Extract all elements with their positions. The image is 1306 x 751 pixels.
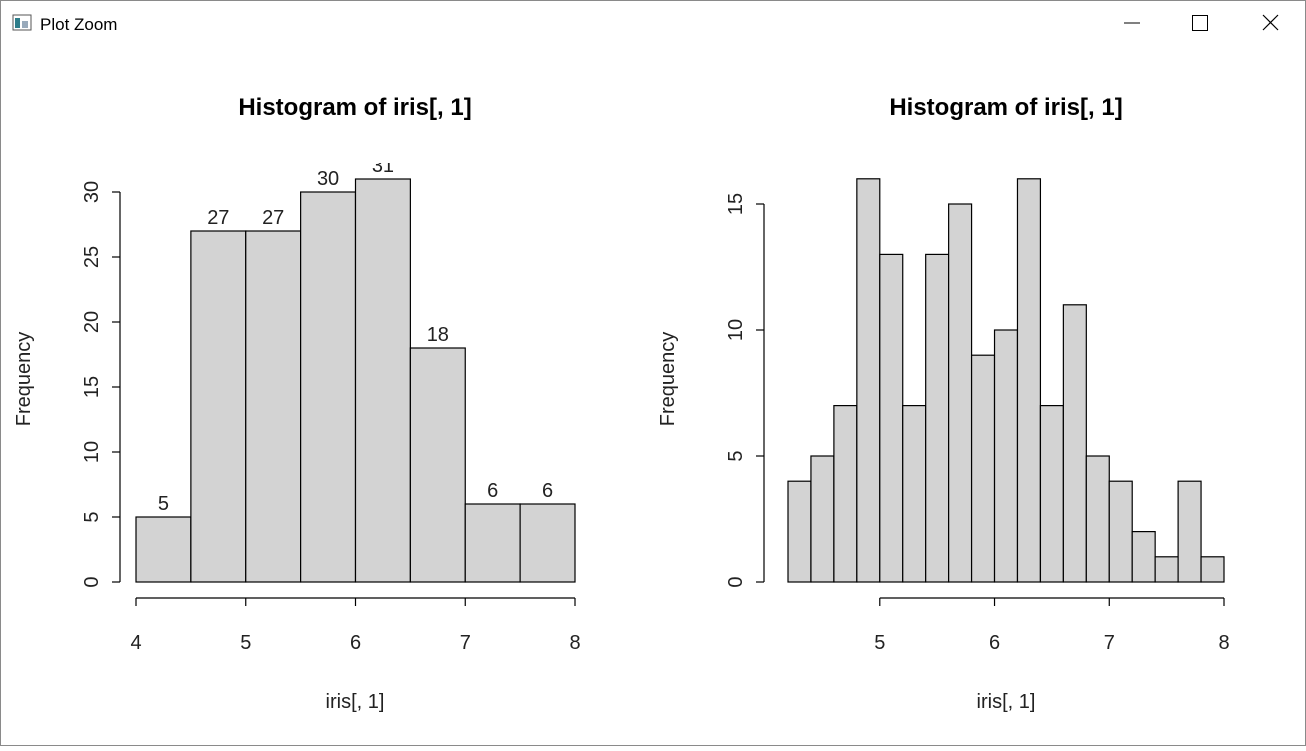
x-tick-label: 5 — [874, 632, 885, 654]
data-label: 30 — [317, 168, 339, 190]
data-label: 5 — [158, 493, 169, 515]
y-tick-label: 15 — [81, 376, 103, 398]
bar — [925, 253, 950, 583]
bar — [810, 455, 835, 583]
bar — [190, 230, 247, 583]
bar — [787, 480, 812, 583]
chart-title: Histogram of iris[, 1] — [238, 94, 471, 121]
y-tick-label: 20 — [81, 311, 103, 333]
bar — [1062, 304, 1087, 583]
bar — [902, 405, 927, 583]
x-tick-label: 8 — [1218, 632, 1229, 654]
y-axis-label: Frequency — [657, 332, 679, 427]
chart-title: Histogram of iris[, 1] — [889, 94, 1122, 121]
app-icon — [12, 14, 32, 31]
bar — [245, 230, 302, 583]
bar — [1154, 556, 1179, 583]
y-tick-label: 0 — [725, 576, 747, 587]
data-label: 6 — [487, 480, 498, 502]
bar — [948, 203, 973, 583]
data-labels: 5 27 27 30 31 18 6 6 — [158, 155, 553, 515]
maximize-button[interactable] — [1192, 15, 1208, 31]
bar — [970, 354, 996, 583]
close-button[interactable] — [1262, 14, 1279, 31]
data-label: 31 — [372, 155, 394, 177]
chart: Histogram of iris[, 1] iris[, 1] Frequency… — [657, 94, 1230, 713]
bar — [1131, 530, 1156, 583]
bar — [1200, 556, 1225, 583]
y-tick-label: 10 — [725, 319, 747, 341]
x-axis-label: iris[, 1] — [977, 691, 1036, 713]
bar — [856, 178, 881, 583]
bar — [879, 253, 904, 583]
data-label: 27 — [207, 207, 229, 229]
x-tick-label: 4 — [130, 632, 141, 654]
bar — [354, 178, 411, 583]
data-label: 18 — [427, 324, 449, 346]
bar — [1016, 178, 1042, 583]
x-tick-label: 7 — [1104, 632, 1115, 654]
bar — [1085, 455, 1110, 583]
x-tick-label: 8 — [569, 632, 580, 654]
y-tick-label: 5 — [81, 511, 103, 522]
bar — [300, 191, 357, 583]
x-tick-label: 5 — [240, 632, 251, 654]
x-tick-label: 6 — [350, 632, 361, 654]
bar — [1108, 480, 1133, 583]
bar — [1039, 405, 1064, 583]
bar — [519, 503, 576, 583]
y-tick-label: 30 — [81, 181, 103, 203]
x-axis-label: iris[, 1] — [326, 691, 385, 713]
chart: Histogram of iris[, 1] iris[, 1] Frequency… — [13, 94, 581, 713]
y-tick-label: 25 — [81, 246, 103, 268]
bar — [135, 516, 192, 583]
data-label: 27 — [262, 207, 284, 229]
y-tick-label: 5 — [725, 450, 747, 461]
y-tick-label: 0 — [81, 576, 103, 587]
data-label: 6 — [542, 480, 553, 502]
y-tick-label: 15 — [725, 193, 747, 215]
x-tick-label: 7 — [460, 632, 471, 654]
bar — [464, 503, 521, 583]
bar — [993, 329, 1019, 583]
window-title: Plot Zoom — [40, 15, 117, 34]
y-axis-label: Frequency — [13, 332, 35, 427]
y-tick-label: 10 — [81, 441, 103, 463]
bar — [1177, 480, 1202, 583]
bar — [833, 405, 858, 583]
bar — [409, 347, 466, 583]
x-tick-label: 6 — [989, 632, 1000, 654]
